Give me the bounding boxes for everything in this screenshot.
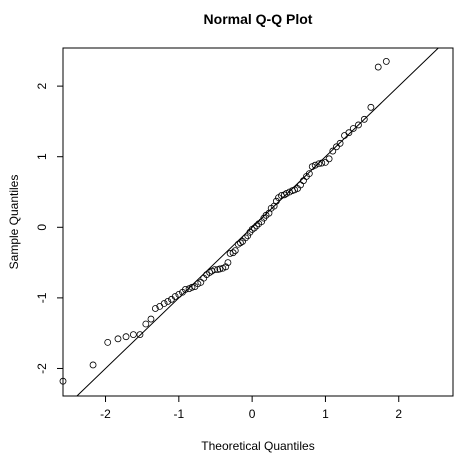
data-point bbox=[244, 232, 252, 240]
plot-frame bbox=[62, 47, 454, 397]
data-point bbox=[188, 283, 196, 291]
data-point bbox=[104, 338, 112, 346]
data-point bbox=[258, 218, 266, 226]
data-point bbox=[136, 331, 144, 338]
data-point bbox=[142, 320, 150, 328]
data-point bbox=[160, 300, 168, 307]
y-tick-label: 0 bbox=[35, 224, 49, 231]
data-point bbox=[341, 132, 348, 139]
x-tick-label: -1 bbox=[173, 407, 184, 421]
data-point bbox=[360, 115, 368, 123]
data-point bbox=[382, 58, 390, 65]
data-point bbox=[164, 298, 172, 305]
plot-area bbox=[59, 47, 439, 397]
y-tick-label: 2 bbox=[35, 82, 49, 89]
y-tick-label: -2 bbox=[35, 363, 49, 374]
data-point bbox=[114, 335, 122, 343]
data-point bbox=[222, 263, 230, 271]
data-point bbox=[349, 125, 357, 132]
data-point bbox=[336, 139, 344, 147]
data-point bbox=[59, 377, 67, 385]
data-point bbox=[374, 63, 382, 71]
data-point bbox=[242, 234, 249, 242]
data-point bbox=[231, 247, 239, 254]
x-axis-label: Theoretical Quantiles bbox=[201, 439, 314, 453]
y-axis-label: Sample Quantiles bbox=[7, 175, 21, 270]
data-point bbox=[237, 239, 244, 247]
data-point bbox=[171, 293, 179, 300]
data-point bbox=[151, 305, 159, 312]
data-point bbox=[280, 191, 288, 199]
data-point bbox=[367, 103, 375, 111]
data-point bbox=[329, 147, 337, 155]
chart-title: Normal Q-Q Plot bbox=[204, 11, 313, 27]
data-point bbox=[175, 290, 183, 298]
x-tick-label: 1 bbox=[322, 407, 329, 421]
data-point bbox=[226, 250, 234, 257]
x-tick-label: 0 bbox=[249, 407, 256, 421]
data-point bbox=[211, 266, 219, 274]
data-point bbox=[272, 197, 280, 205]
data-point bbox=[216, 265, 224, 273]
x-tick-label: 2 bbox=[395, 407, 402, 421]
y-tick-label: -1 bbox=[35, 292, 49, 303]
data-point bbox=[325, 155, 333, 163]
data-point bbox=[182, 286, 189, 293]
data-point bbox=[305, 170, 313, 178]
x-axis: -2 -1 0 1 2 bbox=[100, 396, 402, 421]
data-point bbox=[248, 226, 256, 233]
x-tick-label: -2 bbox=[100, 407, 111, 421]
data-point bbox=[311, 161, 319, 169]
data-point bbox=[206, 269, 214, 276]
qq-reference-line bbox=[76, 47, 439, 397]
data-point bbox=[229, 249, 237, 257]
data-point bbox=[355, 121, 362, 129]
data-point bbox=[224, 259, 232, 266]
data-point bbox=[250, 224, 258, 232]
data-point bbox=[253, 222, 260, 230]
data-point bbox=[129, 331, 137, 338]
data-point bbox=[122, 333, 130, 341]
data-point bbox=[89, 361, 97, 369]
data-point bbox=[322, 158, 329, 166]
y-axis: -2 -1 0 1 2 bbox=[35, 82, 63, 374]
data-point bbox=[318, 159, 326, 167]
y-tick-label: 1 bbox=[35, 153, 49, 160]
data-point bbox=[333, 143, 340, 151]
data-point bbox=[147, 315, 155, 323]
data-point bbox=[315, 160, 323, 168]
data-point bbox=[300, 177, 307, 185]
data-point bbox=[345, 129, 353, 137]
